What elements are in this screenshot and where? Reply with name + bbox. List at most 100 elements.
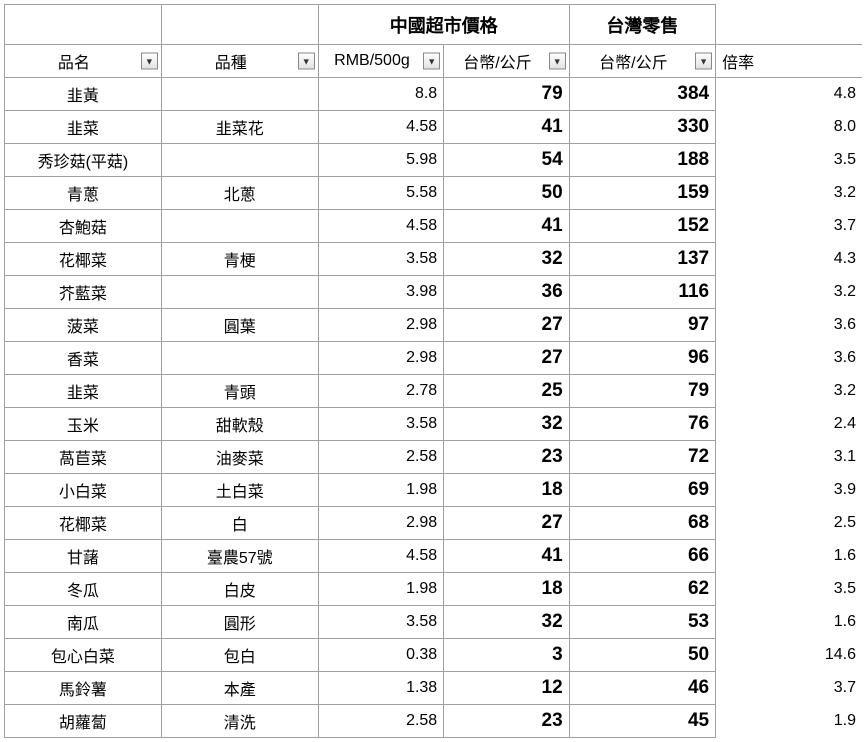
cell-variety[interactable]: 土白菜 [161,474,318,507]
cell-ratio[interactable]: 3.9 [716,474,862,507]
cell-variety[interactable]: 圓葉 [161,309,318,342]
cell-twd-china[interactable]: 79 [444,78,569,111]
cell-twd-taiwan[interactable]: 79 [569,375,715,408]
cell-variety[interactable] [161,276,318,309]
cell-variety[interactable]: 青頭 [161,375,318,408]
cell-name[interactable]: 萵苣菜 [5,441,162,474]
cell-variety[interactable]: 包白 [161,639,318,672]
cell-ratio[interactable]: 3.2 [716,276,862,309]
cell-ratio[interactable]: 3.5 [716,144,862,177]
cell-variety[interactable] [161,210,318,243]
cell-ratio[interactable]: 3.7 [716,210,862,243]
cell-ratio[interactable]: 8.0 [716,111,862,144]
name-column-header[interactable]: 品名 ▼ [5,45,162,78]
cell-ratio[interactable]: 14.6 [716,639,862,672]
cell-name[interactable]: 花椰菜 [5,243,162,276]
filter-dropdown-icon[interactable]: ▼ [695,53,712,70]
cell-ratio[interactable]: 2.4 [716,408,862,441]
variety-column-header[interactable]: 品種 ▼ [161,45,318,78]
cell-rmb[interactable]: 3.58 [318,408,443,441]
cell-variety[interactable]: 油麥菜 [161,441,318,474]
cell-twd-china[interactable]: 41 [444,540,569,573]
cell-variety[interactable] [161,342,318,375]
cell-ratio[interactable]: 4.8 [716,78,862,111]
cell-twd-taiwan[interactable]: 116 [569,276,715,309]
cell-twd-china[interactable]: 41 [444,210,569,243]
cell-twd-taiwan[interactable]: 72 [569,441,715,474]
cell-twd-taiwan[interactable]: 46 [569,672,715,705]
cell-name[interactable]: 菠菜 [5,309,162,342]
cell-twd-china[interactable]: 27 [444,507,569,540]
filter-dropdown-icon[interactable]: ▼ [141,53,158,70]
cell-ratio[interactable]: 3.2 [716,177,862,210]
cell-twd-china[interactable]: 27 [444,342,569,375]
cell-twd-china[interactable]: 25 [444,375,569,408]
cell-rmb[interactable]: 4.58 [318,111,443,144]
cell-rmb[interactable]: 1.98 [318,573,443,606]
cell-ratio[interactable]: 3.2 [716,375,862,408]
cell-twd-taiwan[interactable]: 69 [569,474,715,507]
cell-twd-china[interactable]: 23 [444,705,569,738]
cell-twd-taiwan[interactable]: 137 [569,243,715,276]
cell-rmb[interactable]: 3.58 [318,606,443,639]
cell-name[interactable]: 冬瓜 [5,573,162,606]
cell-name[interactable]: 胡蘿蔔 [5,705,162,738]
cell-variety[interactable]: 清洗 [161,705,318,738]
filter-dropdown-icon[interactable]: ▼ [549,53,566,70]
cell-variety[interactable]: 白 [161,507,318,540]
cell-rmb[interactable]: 8.8 [318,78,443,111]
cell-ratio[interactable]: 3.1 [716,441,862,474]
cell-twd-china[interactable]: 32 [444,408,569,441]
cell-variety[interactable]: 白皮 [161,573,318,606]
cell-name[interactable]: 南瓜 [5,606,162,639]
cell-name[interactable]: 香菜 [5,342,162,375]
cell-twd-china[interactable]: 23 [444,441,569,474]
cell-name[interactable]: 杏鮑菇 [5,210,162,243]
cell-twd-taiwan[interactable]: 96 [569,342,715,375]
cell-variety[interactable]: 甜軟殼 [161,408,318,441]
cell-twd-taiwan[interactable]: 76 [569,408,715,441]
cell-twd-china[interactable]: 12 [444,672,569,705]
cell-ratio[interactable]: 3.7 [716,672,862,705]
cell-name[interactable]: 馬鈴薯 [5,672,162,705]
cell-twd-taiwan[interactable]: 53 [569,606,715,639]
cell-twd-china[interactable]: 32 [444,606,569,639]
cell-ratio[interactable]: 1.9 [716,705,862,738]
twd2-column-header[interactable]: 台幣/公斤 ▼ [569,45,715,78]
cell-twd-china[interactable]: 32 [444,243,569,276]
cell-twd-taiwan[interactable]: 68 [569,507,715,540]
cell-twd-taiwan[interactable]: 159 [569,177,715,210]
cell-rmb[interactable]: 2.78 [318,375,443,408]
cell-variety[interactable]: 本產 [161,672,318,705]
cell-rmb[interactable]: 1.98 [318,474,443,507]
cell-rmb[interactable]: 5.58 [318,177,443,210]
cell-twd-taiwan[interactable]: 45 [569,705,715,738]
cell-name[interactable]: 秀珍菇(平菇) [5,144,162,177]
cell-ratio[interactable]: 2.5 [716,507,862,540]
cell-twd-taiwan[interactable]: 97 [569,309,715,342]
cell-variety[interactable]: 圓形 [161,606,318,639]
cell-ratio[interactable]: 3.6 [716,309,862,342]
cell-name[interactable]: 芥藍菜 [5,276,162,309]
rmb-column-header[interactable]: RMB/500g ▼ [318,45,443,78]
cell-variety[interactable]: 臺農57號 [161,540,318,573]
cell-ratio[interactable]: 1.6 [716,540,862,573]
cell-name[interactable]: 包心白菜 [5,639,162,672]
cell-twd-taiwan[interactable]: 152 [569,210,715,243]
cell-rmb[interactable]: 1.38 [318,672,443,705]
cell-twd-china[interactable]: 36 [444,276,569,309]
cell-twd-taiwan[interactable]: 384 [569,78,715,111]
cell-variety[interactable]: 青梗 [161,243,318,276]
cell-rmb[interactable]: 5.98 [318,144,443,177]
cell-twd-china[interactable]: 41 [444,111,569,144]
cell-twd-china[interactable]: 18 [444,474,569,507]
cell-rmb[interactable]: 2.58 [318,441,443,474]
filter-dropdown-icon[interactable]: ▼ [298,53,315,70]
cell-name[interactable]: 花椰菜 [5,507,162,540]
cell-twd-china[interactable]: 18 [444,573,569,606]
cell-twd-china[interactable]: 54 [444,144,569,177]
cell-twd-taiwan[interactable]: 330 [569,111,715,144]
cell-twd-taiwan[interactable]: 50 [569,639,715,672]
cell-ratio[interactable]: 3.5 [716,573,862,606]
cell-name[interactable]: 甘藷 [5,540,162,573]
